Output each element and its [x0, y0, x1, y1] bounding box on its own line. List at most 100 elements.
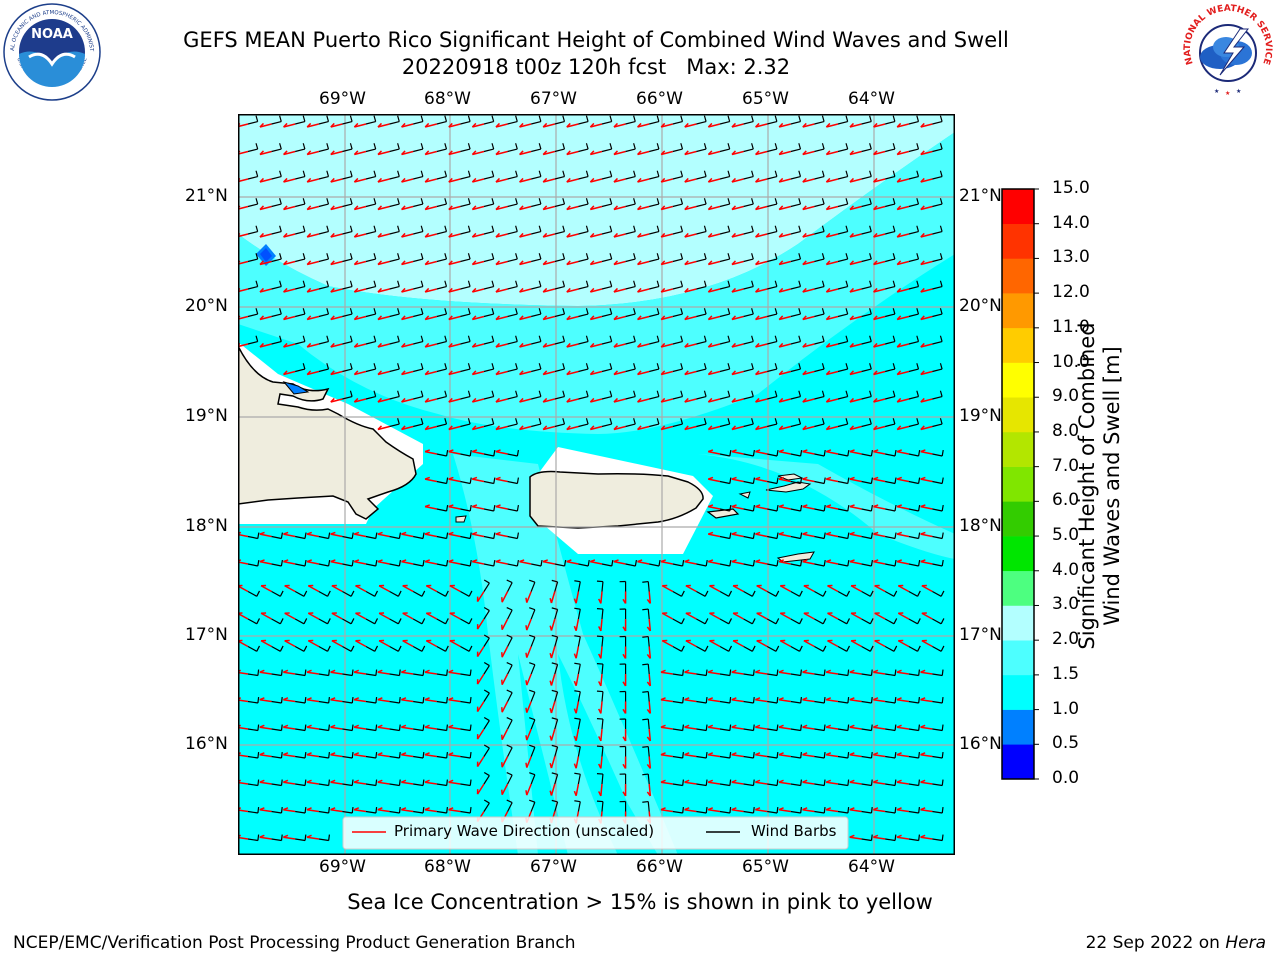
- wind-barb: [530, 746, 536, 757]
- wind-barb-flag: [918, 559, 921, 567]
- wind-barb: [908, 645, 918, 652]
- wind-barb: [507, 802, 513, 812]
- wave-arrow-head: [684, 287, 689, 293]
- wave-arrow: [849, 150, 862, 156]
- wave-arrow: [306, 288, 319, 293]
- wave-arrow: [590, 343, 603, 348]
- wave-arrow: [354, 288, 367, 293]
- wave-arrow-head: [731, 504, 737, 508]
- wind-barb: [601, 608, 604, 620]
- wind-barb-flag: [515, 418, 518, 425]
- wind-barb-flag: [398, 779, 401, 786]
- wind-barb-flag: [822, 590, 827, 597]
- wave-arrow-head: [825, 425, 831, 430]
- wind-barb: [578, 148, 589, 153]
- wave-arrow-head: [401, 669, 407, 673]
- wind-barb-flag: [257, 751, 260, 759]
- wind-barb-flag: [303, 618, 308, 625]
- wave-arrow: [542, 315, 555, 321]
- wave-arrow-head: [622, 763, 627, 769]
- wave-arrow-head: [471, 531, 478, 535]
- wave-arrow: [566, 123, 579, 128]
- wave-arrow: [755, 698, 768, 703]
- wind-barb: [577, 664, 581, 675]
- wind-barb-flag: [349, 198, 353, 205]
- wave-arrow-head: [495, 504, 501, 508]
- wind-barb: [908, 148, 919, 153]
- wave-arrow-head: [778, 287, 784, 293]
- wind-barb: [483, 340, 494, 345]
- wind-barb-flag: [892, 225, 896, 232]
- wind-barb-flag: [941, 477, 944, 484]
- wave-arrow: [377, 260, 390, 266]
- wave-arrow: [660, 398, 673, 403]
- wave-arrow: [826, 260, 839, 266]
- wind-barb-flag: [529, 607, 536, 611]
- wind-barb-flag: [587, 559, 590, 567]
- wave-arrow-head: [519, 425, 524, 430]
- wave-arrow: [424, 726, 437, 730]
- wave-arrow: [826, 398, 839, 403]
- wave-arrow: [330, 753, 343, 758]
- wind-barb: [295, 258, 306, 263]
- wave-arrow: [306, 178, 319, 183]
- wind-barb: [601, 285, 612, 290]
- wave-arrow-head: [637, 342, 642, 348]
- wind-barb-flag: [729, 696, 732, 704]
- wave-arrow-head: [589, 260, 595, 265]
- wave-arrow-head: [920, 397, 925, 403]
- wave-arrow-head: [283, 834, 289, 838]
- wind-barb: [295, 700, 306, 704]
- wind-barb: [413, 755, 424, 759]
- wave-arrow: [896, 343, 909, 348]
- wave-arrow: [519, 205, 532, 211]
- wind-barb: [696, 700, 707, 704]
- wind-barb-flag: [397, 363, 400, 370]
- wind-barb: [413, 313, 424, 318]
- wind-barb-flag: [373, 198, 377, 205]
- wave-arrow: [283, 123, 296, 128]
- wind-barb: [436, 645, 446, 652]
- wind-barb: [295, 120, 306, 125]
- wind-barb-flag: [585, 115, 589, 122]
- wind-barb: [460, 590, 470, 597]
- wave-arrow: [708, 698, 721, 703]
- wind-barb: [719, 700, 730, 704]
- wave-arrow-head: [549, 625, 553, 631]
- wind-barb-flag: [397, 198, 400, 205]
- wind-barb: [365, 368, 376, 373]
- wind-barb-flag: [375, 751, 378, 759]
- wave-arrow: [685, 640, 697, 648]
- wind-barb-flag: [703, 418, 707, 425]
- wave-arrow-head: [684, 425, 689, 430]
- wave-arrow: [802, 150, 815, 156]
- wave-arrow-head: [755, 449, 761, 453]
- wave-arrow-head: [573, 680, 577, 687]
- wind-barb: [601, 423, 612, 428]
- wind-barb-flag: [918, 504, 921, 512]
- wind-barb: [601, 691, 604, 702]
- wind-barb: [719, 728, 730, 732]
- wind-barb-flag: [680, 308, 684, 315]
- wave-arrow: [495, 178, 508, 183]
- wind-barb: [672, 810, 683, 814]
- wave-arrow-head: [519, 260, 524, 265]
- wave-arrow-head: [873, 834, 879, 838]
- wind-barb: [814, 453, 825, 457]
- wave-arrow: [377, 398, 390, 403]
- wind-barb: [790, 590, 800, 597]
- wind-barb-flag: [681, 590, 685, 597]
- wind-barb-flag: [774, 280, 778, 287]
- wave-arrow-head: [525, 735, 528, 741]
- wind-barb-flag: [279, 253, 282, 260]
- wind-barb: [885, 700, 896, 704]
- wind-barb: [365, 340, 376, 345]
- wave-arrow: [283, 753, 296, 758]
- wind-barb-flag: [752, 532, 756, 539]
- wind-barb: [814, 423, 825, 428]
- wind-barb-flag: [656, 115, 660, 122]
- colorbar-segment: [1002, 397, 1034, 433]
- wave-arrow-head: [873, 315, 878, 320]
- wave-arrow-head: [707, 205, 713, 210]
- wind-barb: [719, 175, 730, 180]
